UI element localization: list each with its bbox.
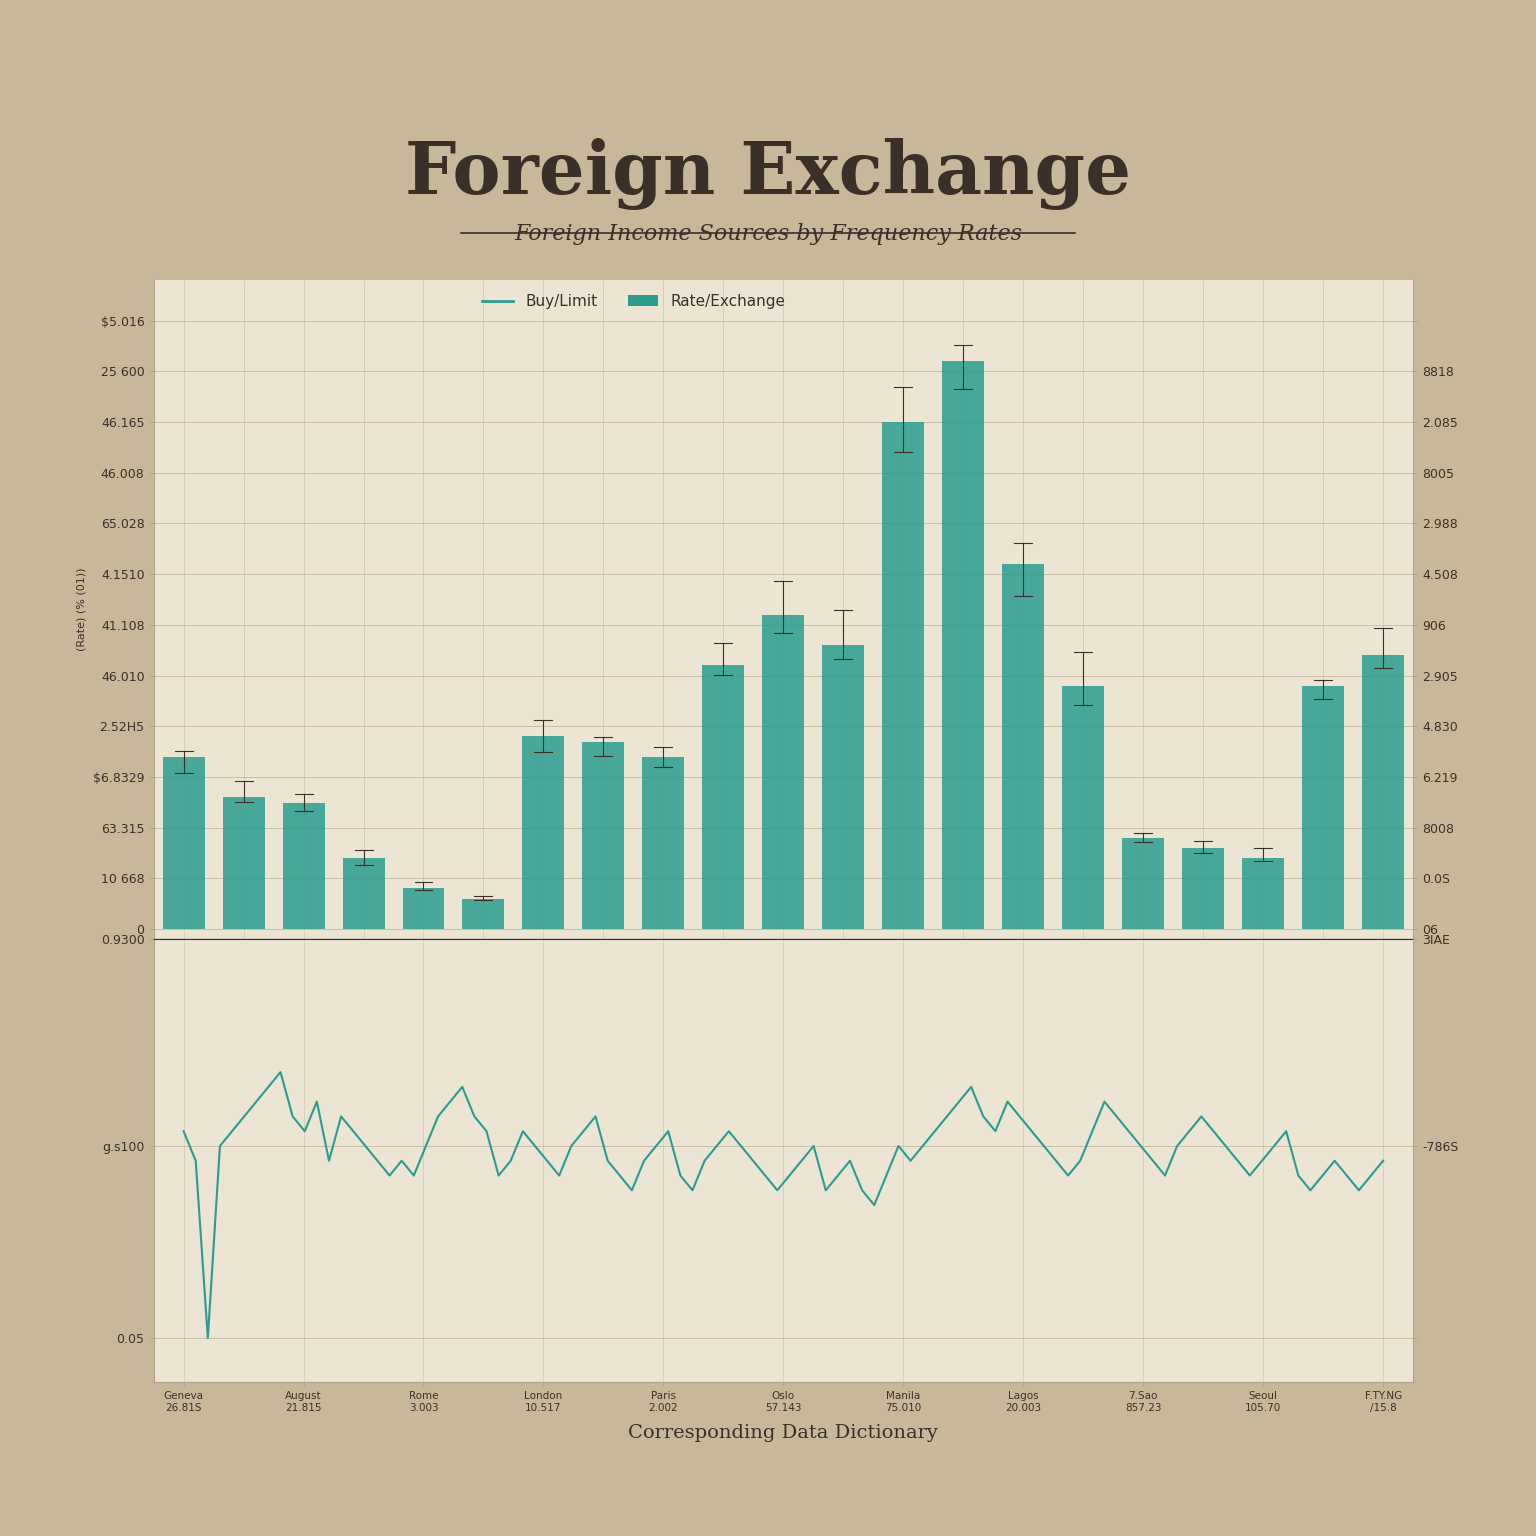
Bar xyxy=(1243,859,1284,929)
Bar xyxy=(702,665,745,929)
X-axis label: Corresponding Data Dictionary: Corresponding Data Dictionary xyxy=(628,1424,938,1442)
Bar xyxy=(942,361,985,929)
Bar xyxy=(882,422,925,929)
Bar xyxy=(1003,564,1044,929)
Bar xyxy=(642,757,685,929)
Legend: Buy/Limit, Rate/Exchange: Buy/Limit, Rate/Exchange xyxy=(476,287,791,315)
Bar xyxy=(822,645,865,929)
Bar xyxy=(343,859,384,929)
Bar xyxy=(402,888,444,929)
Bar xyxy=(1362,656,1404,929)
Bar xyxy=(522,736,564,929)
Bar xyxy=(163,757,204,929)
Text: Foreign Income Sources by Frequency Rates: Foreign Income Sources by Frequency Rate… xyxy=(515,223,1021,244)
Bar xyxy=(1183,848,1224,929)
Bar xyxy=(462,899,504,929)
Bar xyxy=(283,803,324,929)
Bar xyxy=(223,797,264,929)
Text: Foreign Exchange: Foreign Exchange xyxy=(406,138,1130,210)
Bar xyxy=(1063,685,1104,929)
Bar xyxy=(582,742,625,929)
Bar xyxy=(762,614,805,929)
Y-axis label: (Rate) (% (01)): (Rate) (% (01)) xyxy=(77,568,86,651)
Bar xyxy=(1303,685,1344,929)
Bar xyxy=(1123,837,1164,929)
